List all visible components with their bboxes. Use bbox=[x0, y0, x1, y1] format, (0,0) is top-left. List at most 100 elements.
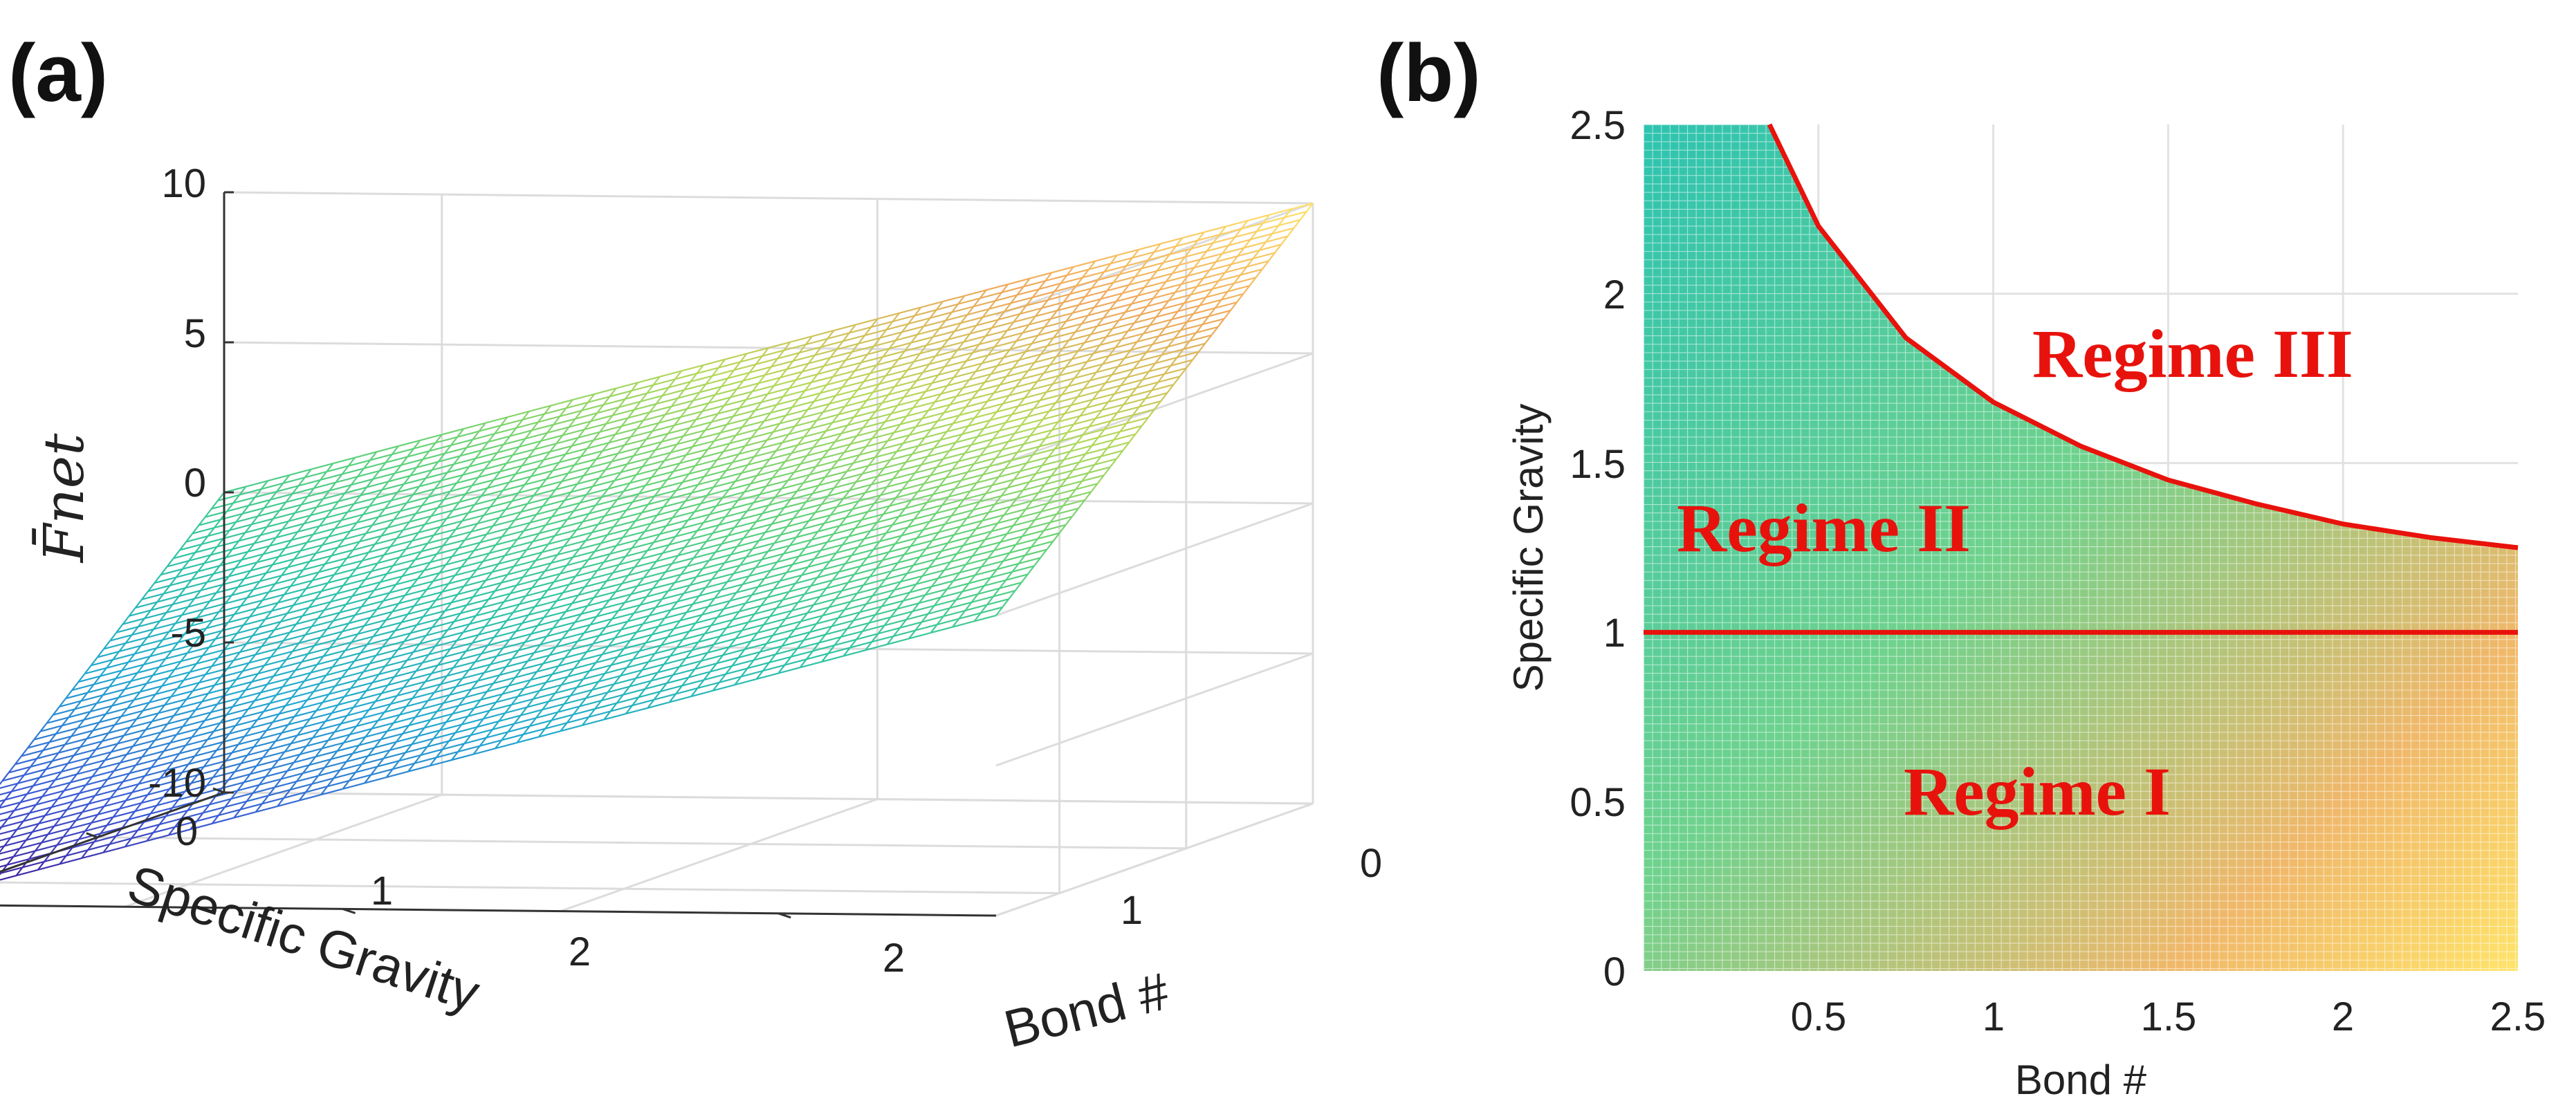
mesh-line bbox=[959, 566, 982, 574]
mesh-line bbox=[587, 550, 596, 561]
mesh-line bbox=[520, 505, 544, 513]
mesh-line bbox=[576, 523, 599, 531]
mesh-line bbox=[162, 631, 170, 640]
mesh-line bbox=[403, 678, 411, 688]
mesh-line bbox=[637, 531, 645, 541]
mesh-line bbox=[852, 500, 860, 510]
mesh-line bbox=[721, 535, 729, 545]
mesh-line bbox=[784, 610, 793, 620]
mesh-line bbox=[17, 777, 40, 784]
mesh-line bbox=[295, 615, 304, 625]
mesh-line bbox=[156, 799, 179, 806]
mesh-line bbox=[799, 658, 807, 668]
mesh-line bbox=[270, 491, 277, 501]
mesh-line bbox=[624, 595, 647, 604]
mesh-line bbox=[913, 558, 936, 566]
mesh-line bbox=[309, 710, 318, 720]
mesh-line bbox=[1162, 254, 1170, 263]
mesh-line bbox=[878, 532, 887, 542]
mesh-line bbox=[394, 622, 403, 631]
mesh-line bbox=[722, 491, 745, 499]
mesh-line bbox=[262, 751, 285, 759]
mesh-line bbox=[295, 618, 318, 625]
mesh-line bbox=[776, 602, 799, 609]
mesh-line bbox=[50, 844, 58, 854]
mesh-line bbox=[470, 571, 493, 579]
mesh-line bbox=[263, 499, 271, 509]
mesh-line bbox=[477, 517, 500, 525]
mesh-line bbox=[268, 786, 276, 797]
mesh-line bbox=[293, 707, 302, 717]
mesh-line bbox=[68, 710, 91, 719]
mesh-line bbox=[966, 352, 974, 362]
mesh-line bbox=[1222, 245, 1229, 254]
mesh-line bbox=[596, 404, 605, 414]
mesh-line bbox=[875, 402, 883, 412]
mesh-line bbox=[278, 705, 286, 715]
mesh-line bbox=[362, 554, 385, 562]
mesh-line bbox=[1141, 371, 1150, 380]
mesh-line bbox=[379, 622, 402, 629]
mesh-line bbox=[677, 546, 686, 556]
mesh-line bbox=[814, 346, 822, 356]
mesh-line bbox=[80, 740, 102, 748]
mesh-line bbox=[558, 611, 567, 621]
mesh-line bbox=[922, 366, 945, 373]
mesh-line bbox=[381, 687, 404, 694]
mesh-line bbox=[173, 709, 196, 716]
mesh-line bbox=[937, 412, 945, 422]
mesh-line bbox=[1027, 362, 1036, 371]
mesh-line bbox=[398, 754, 421, 762]
mesh-line bbox=[847, 418, 870, 426]
mesh-line bbox=[516, 734, 524, 743]
mesh-line bbox=[807, 355, 816, 364]
mesh-line bbox=[1054, 440, 1062, 450]
mesh-line bbox=[860, 402, 883, 410]
mesh-line bbox=[542, 657, 566, 665]
mesh-line bbox=[311, 620, 334, 628]
mesh-line bbox=[796, 482, 804, 492]
mesh-line bbox=[91, 814, 99, 824]
mesh-line bbox=[1180, 324, 1203, 331]
mesh-line bbox=[304, 628, 328, 636]
mesh-line bbox=[742, 624, 764, 631]
mesh-line bbox=[298, 479, 321, 487]
mesh-line bbox=[692, 549, 701, 559]
mesh-line bbox=[834, 324, 856, 331]
mesh-line bbox=[946, 580, 955, 590]
mesh-line bbox=[964, 602, 973, 611]
mesh-line bbox=[1156, 311, 1179, 318]
mesh-line bbox=[1217, 318, 1225, 328]
mesh-line bbox=[965, 398, 973, 408]
mesh-line bbox=[293, 550, 302, 560]
mesh-line bbox=[330, 750, 338, 760]
mesh-line bbox=[425, 629, 448, 637]
mesh-line bbox=[898, 508, 906, 517]
mesh-line bbox=[443, 648, 452, 658]
mesh-line bbox=[625, 705, 633, 714]
mesh-line bbox=[199, 785, 208, 795]
mesh-line bbox=[881, 551, 890, 561]
mesh-line bbox=[595, 654, 603, 663]
mesh-line bbox=[522, 413, 545, 420]
mesh-line bbox=[1069, 333, 1092, 342]
mesh-line bbox=[563, 537, 571, 547]
mesh-line bbox=[399, 705, 407, 716]
mesh-line bbox=[185, 581, 208, 589]
mesh-line bbox=[208, 638, 217, 648]
mesh-line bbox=[356, 719, 378, 728]
mesh-line bbox=[329, 641, 352, 649]
mesh-line bbox=[229, 523, 252, 531]
mesh-line bbox=[310, 664, 318, 674]
mesh-line bbox=[582, 670, 591, 680]
mesh-line bbox=[675, 687, 698, 695]
mesh-line bbox=[123, 726, 131, 736]
mesh-line bbox=[935, 347, 943, 357]
mesh-line bbox=[1005, 416, 1028, 424]
mesh-line bbox=[134, 693, 156, 701]
mesh-line bbox=[861, 513, 884, 521]
mesh-line bbox=[873, 337, 881, 347]
mesh-line bbox=[200, 787, 223, 795]
mesh-line bbox=[196, 609, 205, 618]
mesh-line bbox=[557, 548, 580, 556]
